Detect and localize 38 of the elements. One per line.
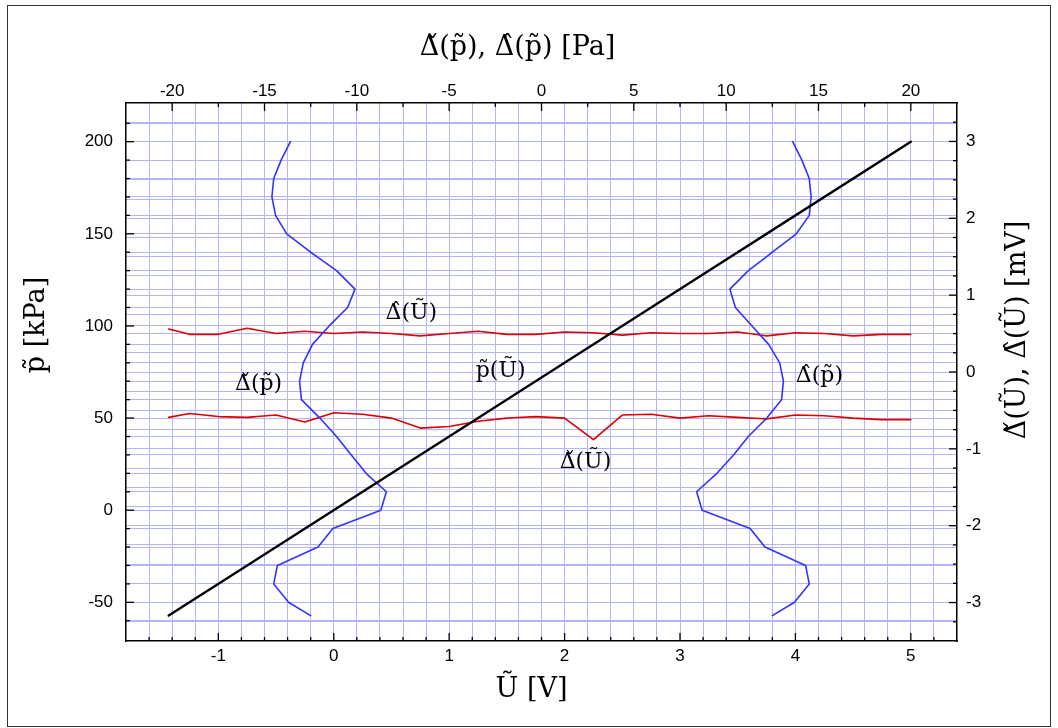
y-tick-label: 100	[84, 315, 113, 335]
series-label: Δ̂(Ũ)	[385, 296, 438, 324]
x2-axis-title: Δ̌(p̃), Δ̂(p̃) [Pa]	[419, 30, 616, 62]
y-axis-title: p̃ [kPa]	[19, 276, 51, 374]
x-tick-label: 1	[444, 645, 454, 665]
x-axis-title: Ũ [V]	[495, 670, 568, 704]
series-label: Δ̌(Ũ)	[559, 446, 612, 474]
y-tick-label: 50	[94, 407, 113, 427]
x-tick-label: -1	[210, 645, 226, 665]
series-label: p̃(Ũ)	[475, 355, 526, 383]
x-tick-label: 3	[675, 645, 685, 665]
y2-tick-label: 2	[966, 207, 976, 227]
y2-axis-title: Δ̌(Ũ), Δ̂(Ũ) [mV]	[998, 220, 1032, 440]
x-tick-label: 2	[559, 645, 570, 665]
x2-tick-label: 10	[716, 81, 736, 101]
y-tick-label: 200	[84, 131, 113, 151]
x2-tick-label: 20	[901, 81, 921, 101]
x2-tick-label: -20	[159, 81, 185, 101]
x-tick-label: 0	[329, 645, 339, 665]
x-tick-label: 5	[906, 645, 916, 665]
y2-tick-label: -2	[966, 515, 982, 535]
y2-tick-label: 0	[966, 361, 976, 381]
y-tick-label: 0	[103, 499, 113, 519]
y-tick-label: 150	[84, 223, 113, 243]
x2-tick-label: 5	[629, 81, 639, 101]
series-label: Δ̌(p̃)	[235, 369, 283, 395]
x2-tick-label: -5	[441, 81, 457, 101]
y2-tick-label: -1	[966, 438, 982, 458]
y-tick-label: -50	[88, 592, 113, 611]
y2-tick-label: 1	[966, 284, 976, 304]
y2-tick-label: 3	[966, 131, 976, 151]
x2-tick-label: -15	[252, 81, 277, 101]
x2-tick-label: 15	[809, 81, 828, 101]
y2-tick-label: -3	[966, 592, 982, 612]
x-tick-label: 4	[790, 645, 801, 665]
series-label: Δ̂(p̃)	[795, 361, 843, 387]
x2-tick-label: 0	[536, 81, 547, 101]
x2-tick-label: -10	[344, 81, 370, 101]
